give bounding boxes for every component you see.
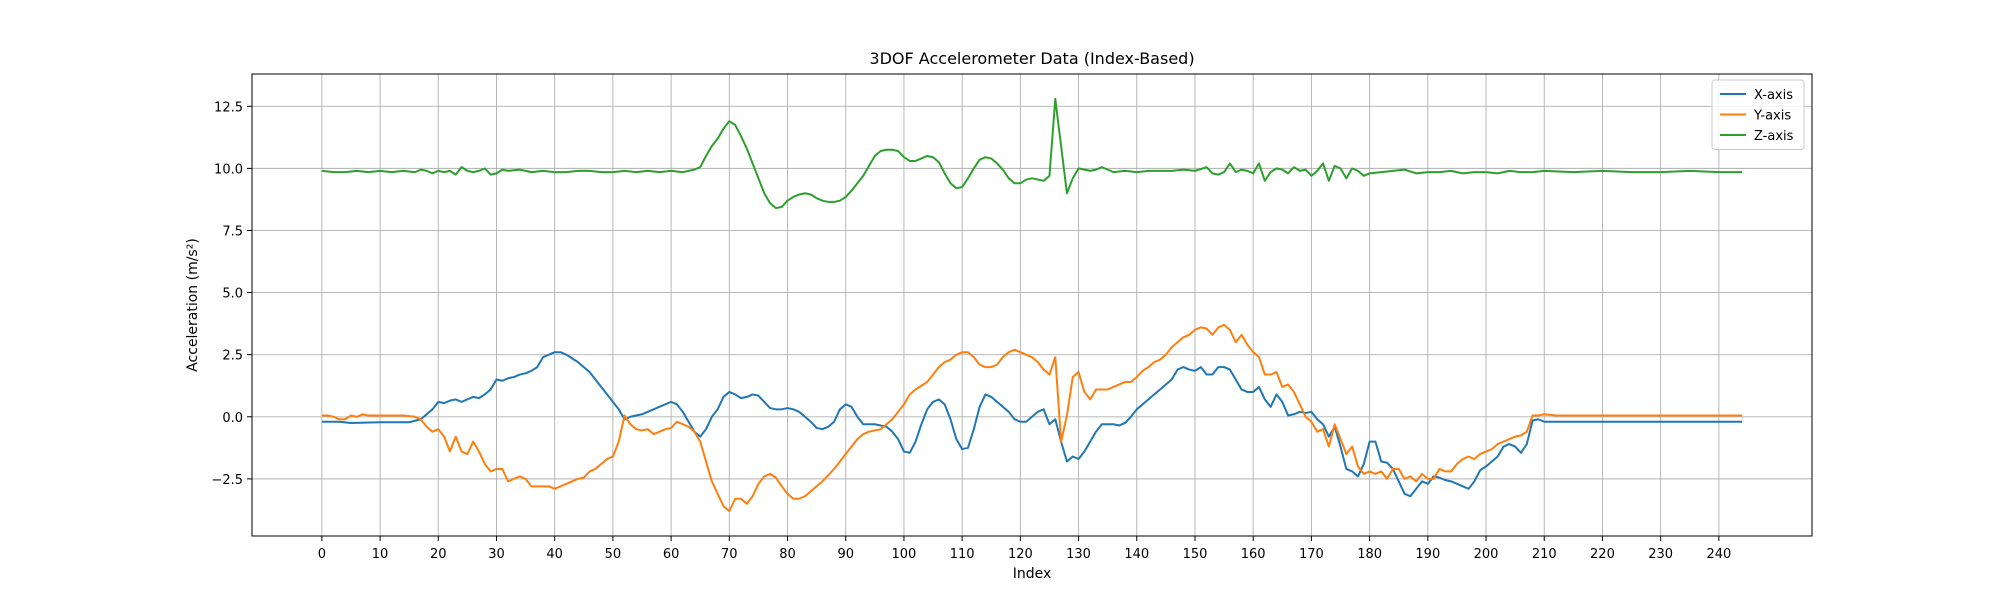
x-tick-label: 150 [1183,547,1208,562]
legend-label: Z-axis [1754,129,1794,144]
x-tick-label: 100 [892,547,917,562]
series-line-x-axis [321,351,1743,498]
y-tick-label: 0.0 [222,411,243,426]
y-tick-label: 5.0 [222,287,243,302]
x-tick-label: 130 [1066,547,1091,562]
x-tick-label: 40 [546,547,563,562]
x-tick-label: 160 [1241,547,1266,562]
legend: X-axis Y-axis Z-axis [1711,79,1805,150]
legend-label: Y-axis [1753,109,1791,124]
y-tick-label: 2.5 [222,349,243,364]
x-tick-label: 170 [1299,547,1324,562]
x-axis-ticks: 0 10 20 30 40 50 60 70 80 90 100 110 120 130 140 150 160… [318,536,1731,562]
plot-area-frame [251,73,1813,537]
x-tick-label: 220 [1590,547,1615,562]
x-axis-label: Index [1013,566,1052,582]
x-tick-label: 240 [1706,547,1731,562]
y-tick-label: 12.5 [214,100,243,115]
x-tick-label: 60 [663,547,680,562]
y-tick-label: 7.5 [222,224,243,239]
y-axis-label: Acceleration (m/s²) [185,238,201,372]
chart-title: 3DOF Accelerometer Data (Index-Based) [869,49,1194,68]
x-tick-label: 70 [721,547,738,562]
x-tick-label: 200 [1474,547,1499,562]
y-tick-label: 10.0 [214,162,243,177]
x-tick-label: 0 [318,547,326,562]
legend-box [1711,79,1805,150]
y-axis-ticks: −2.5 0.0 2.5 5.0 7.5 10.0 12.5 [211,100,252,488]
x-tick-label: 50 [605,547,622,562]
legend-label: X-axis [1754,88,1793,103]
x-tick-label: 190 [1415,547,1440,562]
x-tick-label: 90 [837,547,854,562]
x-tick-label: 230 [1648,547,1673,562]
x-tick-label: 210 [1532,547,1557,562]
x-tick-label: 20 [430,547,447,562]
x-tick-label: 140 [1124,547,1149,562]
series-line-z-axis [321,97,1743,210]
y-tick-label: −2.5 [211,473,243,488]
x-tick-label: 110 [950,547,975,562]
series-line-y-axis [321,323,1743,513]
x-tick-label: 10 [372,547,389,562]
series-lines [321,97,1743,513]
x-tick-label: 30 [488,547,505,562]
x-tick-label: 180 [1357,547,1382,562]
x-tick-label: 120 [1008,547,1033,562]
x-tick-label: 80 [779,547,796,562]
